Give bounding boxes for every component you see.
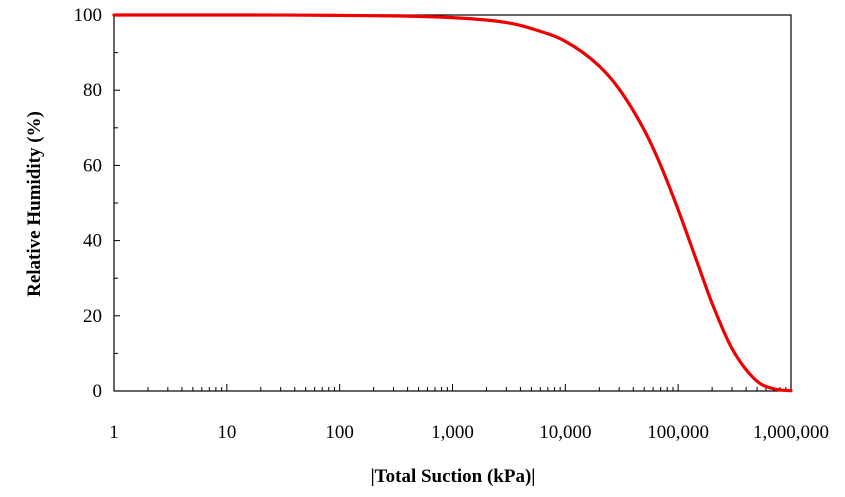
y-tick-label: 100 <box>74 5 103 26</box>
chart-marks: 0 20 40 60 80 100 1 10 100 1,000 10,000 100,000 1,00… <box>74 5 830 443</box>
y-tick-label: 60 <box>83 155 102 176</box>
plot-frame <box>113 14 792 392</box>
y-tick-label: 40 <box>83 231 102 252</box>
y-tick-label: 0 <box>93 381 103 402</box>
x-tick-label: 10,000 <box>539 422 591 443</box>
x-tick-label: 10 <box>217 422 236 443</box>
x-tick-label: 100 <box>325 422 354 443</box>
y-tick-label: 80 <box>83 80 102 101</box>
x-axis-title: |Total Suction (kPa)| <box>371 466 536 487</box>
y-tick-label: 20 <box>83 306 102 327</box>
x-tick-label: 1 <box>109 422 119 443</box>
x-tick-label: 100,000 <box>647 422 709 443</box>
y-axis-title: Relative Humidity (%) <box>24 111 45 297</box>
x-tick-label: 1,000,000 <box>753 422 829 443</box>
x-tick-label: 1,000 <box>431 422 474 443</box>
series-line <box>112 13 793 393</box>
